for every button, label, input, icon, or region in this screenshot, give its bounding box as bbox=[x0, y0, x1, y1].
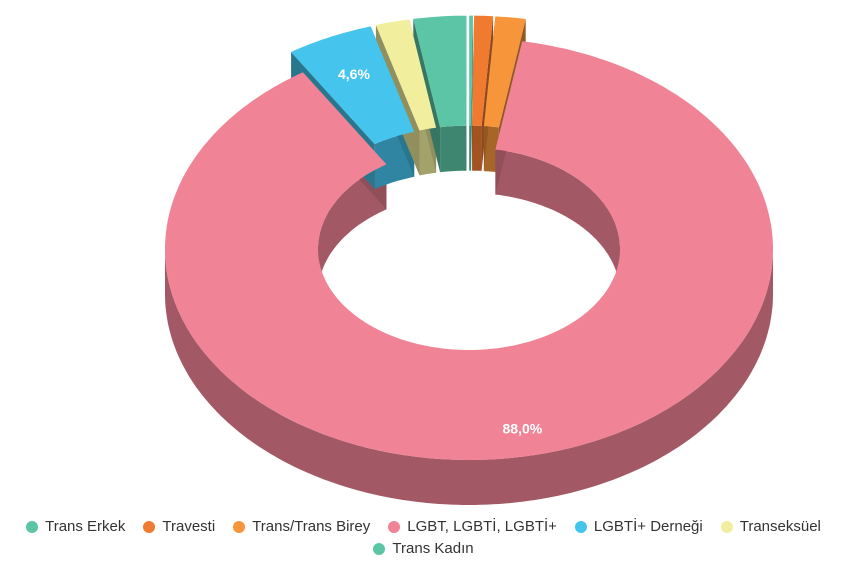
inner-wall bbox=[472, 125, 482, 171]
slice bbox=[483, 16, 526, 128]
legend-item[interactable]: Transeksüel bbox=[720, 518, 821, 535]
legend-label: LGBT, LGBTİ, LGBTİ+ bbox=[407, 518, 557, 535]
legend-item[interactable]: Trans Erkek bbox=[26, 518, 125, 535]
slice bbox=[165, 41, 773, 461]
legend-item[interactable]: Travesti bbox=[143, 518, 215, 535]
legend-item[interactable]: LGBTİ+ Derneği bbox=[574, 518, 703, 535]
data-label: 88,0% bbox=[503, 421, 543, 437]
plot: 88,0% 4,6% bbox=[165, 15, 773, 505]
slice bbox=[375, 19, 437, 131]
inner-wall bbox=[440, 125, 467, 173]
data-label: 4,6% bbox=[338, 66, 370, 82]
legend-item[interactable]: LGBT, LGBTİ, LGBTİ+ bbox=[388, 518, 557, 535]
top-faces bbox=[165, 15, 773, 461]
legend: Trans Erkek Travesti Trans/Trans Birey LGBT… bbox=[0, 518, 847, 557]
legend-swatch bbox=[26, 520, 39, 533]
legend-label: Trans/Trans Birey bbox=[252, 518, 371, 535]
legend-label: Trans Erkek bbox=[45, 518, 126, 535]
legend-item[interactable]: Trans Kadın bbox=[373, 540, 474, 557]
inner-wall bbox=[495, 149, 620, 294]
outer-wall bbox=[165, 249, 773, 505]
slice bbox=[469, 15, 473, 126]
legend-swatch bbox=[233, 520, 246, 533]
slice bbox=[472, 15, 494, 126]
legend-swatch bbox=[388, 520, 401, 533]
slice bbox=[413, 15, 467, 128]
inner-wall bbox=[483, 126, 499, 173]
inner-wall bbox=[469, 125, 472, 171]
legend-swatch bbox=[373, 542, 386, 555]
legend-swatch bbox=[574, 520, 587, 533]
legend-label: Travesti bbox=[162, 518, 216, 535]
legend-item[interactable]: Trans/Trans Birey bbox=[233, 518, 370, 535]
legend-swatch bbox=[720, 520, 733, 533]
legend-label: LGBTİ+ Derneği bbox=[593, 518, 703, 535]
cut-face bbox=[471, 15, 473, 171]
legend-label: Transeksüel bbox=[739, 518, 821, 535]
legend-swatch bbox=[143, 520, 156, 533]
inner-wall bbox=[318, 164, 387, 294]
slice bbox=[291, 26, 415, 145]
legend-label: Trans Kadın bbox=[392, 540, 474, 557]
